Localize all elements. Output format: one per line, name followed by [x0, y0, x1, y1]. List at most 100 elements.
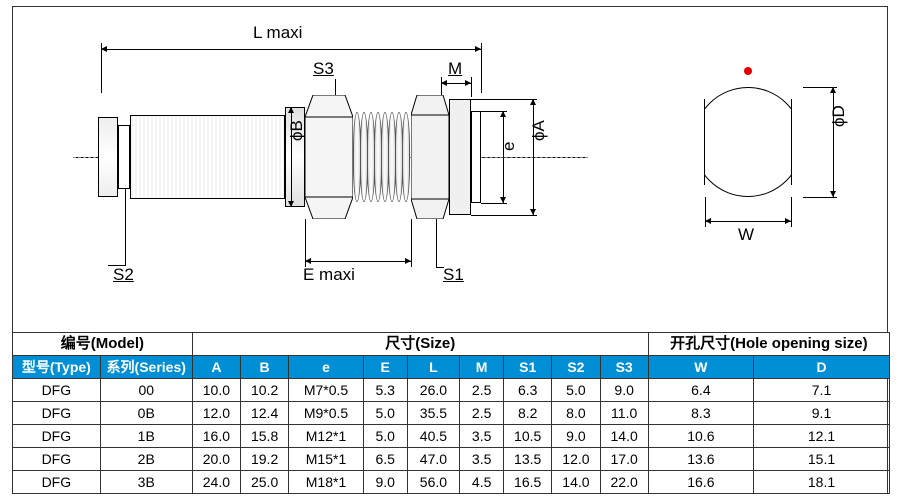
cell-M: 4.5: [460, 471, 504, 494]
cell-B: 12.4: [241, 402, 289, 425]
cell-series: 00: [100, 379, 192, 402]
ext-phiD-b: [803, 197, 837, 198]
col-S3: S3: [600, 356, 648, 379]
col-e: e: [289, 356, 364, 379]
cell-A: 10.0: [192, 379, 240, 402]
cell-D: 18.1: [754, 471, 890, 494]
cell-type: DFG: [13, 448, 101, 471]
red-key-dot: [744, 67, 752, 75]
cell-A: 12.0: [192, 402, 240, 425]
body-face: [471, 111, 481, 203]
cell-E: 5.3: [363, 379, 407, 402]
cell-series: 2B: [100, 448, 192, 471]
group-header-size: 尺寸(Size): [192, 333, 648, 356]
hex-nut-s3: [305, 95, 353, 219]
cell-B: 19.2: [241, 448, 289, 471]
cell-M: 2.5: [460, 402, 504, 425]
dim-arrow-phiD: [833, 87, 834, 197]
dim-label-E: E maxi: [303, 265, 355, 285]
cell-L: 35.5: [407, 402, 460, 425]
col-B: B: [241, 356, 289, 379]
dim-arrow-L: [101, 49, 481, 50]
cell-E: 5.0: [363, 402, 407, 425]
dimension-table: 编号(Model) 尺寸(Size) 开孔尺寸(Hole opening siz…: [12, 332, 890, 494]
cell-S3: 22.0: [600, 471, 648, 494]
dim-label-W: W: [738, 225, 754, 245]
cell-S3: 14.0: [600, 425, 648, 448]
table-group-header-row: 编号(Model) 尺寸(Size) 开孔尺寸(Hole opening siz…: [13, 333, 890, 356]
hole-opening-shape: [693, 87, 803, 197]
cell-S2: 8.0: [552, 402, 600, 425]
cell-e: M9*0.5: [289, 402, 364, 425]
cell-S3: 11.0: [600, 402, 648, 425]
dim-ext-L-right: [481, 43, 482, 93]
cell-W: 6.4: [648, 379, 753, 402]
cell-M: 2.5: [460, 379, 504, 402]
table-row: DFG3B24.025.0M18*19.056.04.516.514.022.0…: [13, 471, 890, 494]
col-series: 系列(Series): [100, 356, 192, 379]
technical-drawing: L maxi S3 M: [13, 7, 889, 302]
cell-D: 15.1: [754, 448, 890, 471]
cell-type: DFG: [13, 402, 101, 425]
dim-arrow-M: [441, 83, 471, 84]
table-col-header-row: 型号(Type) 系列(Series) A B e E L M S1 S2 S3…: [13, 356, 890, 379]
ext-e-bot: [481, 203, 507, 204]
thread-section: [353, 112, 413, 202]
cell-S1: 16.5: [504, 471, 552, 494]
dim-label-phiD: ϕD: [829, 105, 849, 127]
ext-phiA-top: [471, 99, 537, 100]
dim-ext-L-left: [101, 43, 102, 93]
dim-label-phiB: ϕB: [287, 120, 307, 141]
cell-B: 10.2: [241, 379, 289, 402]
cell-series: 1B: [100, 425, 192, 448]
ext-phiA-bot: [471, 215, 537, 216]
leader-S2-v: [125, 189, 126, 265]
ext-phiD-t: [803, 87, 837, 88]
cell-E: 9.0: [363, 471, 407, 494]
cell-A: 16.0: [192, 425, 240, 448]
cell-E: 5.0: [363, 425, 407, 448]
cell-type: DFG: [13, 471, 101, 494]
cell-B: 15.8: [241, 425, 289, 448]
ext-e-top: [481, 111, 507, 112]
col-S1: S1: [504, 356, 552, 379]
group-header-model: 编号(Model): [13, 333, 193, 356]
cell-L: 56.0: [407, 471, 460, 494]
dim-arrow-E: [305, 261, 411, 262]
cell-E: 6.5: [363, 448, 407, 471]
col-S2: S2: [552, 356, 600, 379]
cell-e: M7*0.5: [289, 379, 364, 402]
col-type: 型号(Type): [13, 356, 101, 379]
cell-L: 47.0: [407, 448, 460, 471]
ext-W-l: [705, 197, 706, 227]
cell-e: M15*1: [289, 448, 364, 471]
dim-label-M: M: [448, 59, 462, 79]
cell-S1: 8.2: [504, 402, 552, 425]
ext-E-l: [305, 219, 306, 267]
dim-arrow-phiA: [533, 99, 534, 215]
dim-ext-M-l: [441, 77, 442, 97]
table-row: DFG1B16.015.8M12*15.040.53.510.59.014.01…: [13, 425, 890, 448]
body-shell: [130, 115, 285, 199]
cell-A: 20.0: [192, 448, 240, 471]
sheet-frame: L maxi S3 M: [12, 6, 888, 494]
dim-ext-M-r: [471, 77, 472, 97]
dim-label-phiA: ϕA: [529, 120, 549, 141]
cell-type: DFG: [13, 425, 101, 448]
col-A: A: [192, 356, 240, 379]
cell-M: 3.5: [460, 425, 504, 448]
dim-label-L: L maxi: [253, 23, 302, 43]
dim-arrow-e: [503, 111, 504, 203]
cell-D: 9.1: [754, 402, 890, 425]
cell-W: 16.6: [648, 471, 753, 494]
cell-S2: 14.0: [552, 471, 600, 494]
cell-series: 3B: [100, 471, 192, 494]
ext-E-r: [411, 219, 412, 267]
cell-L: 26.0: [407, 379, 460, 402]
cell-S1: 13.5: [504, 448, 552, 471]
cell-S2: 9.0: [552, 425, 600, 448]
cell-series: 0B: [100, 402, 192, 425]
cell-e: M18*1: [289, 471, 364, 494]
body-end: [98, 117, 118, 197]
cell-W: 10.6: [648, 425, 753, 448]
